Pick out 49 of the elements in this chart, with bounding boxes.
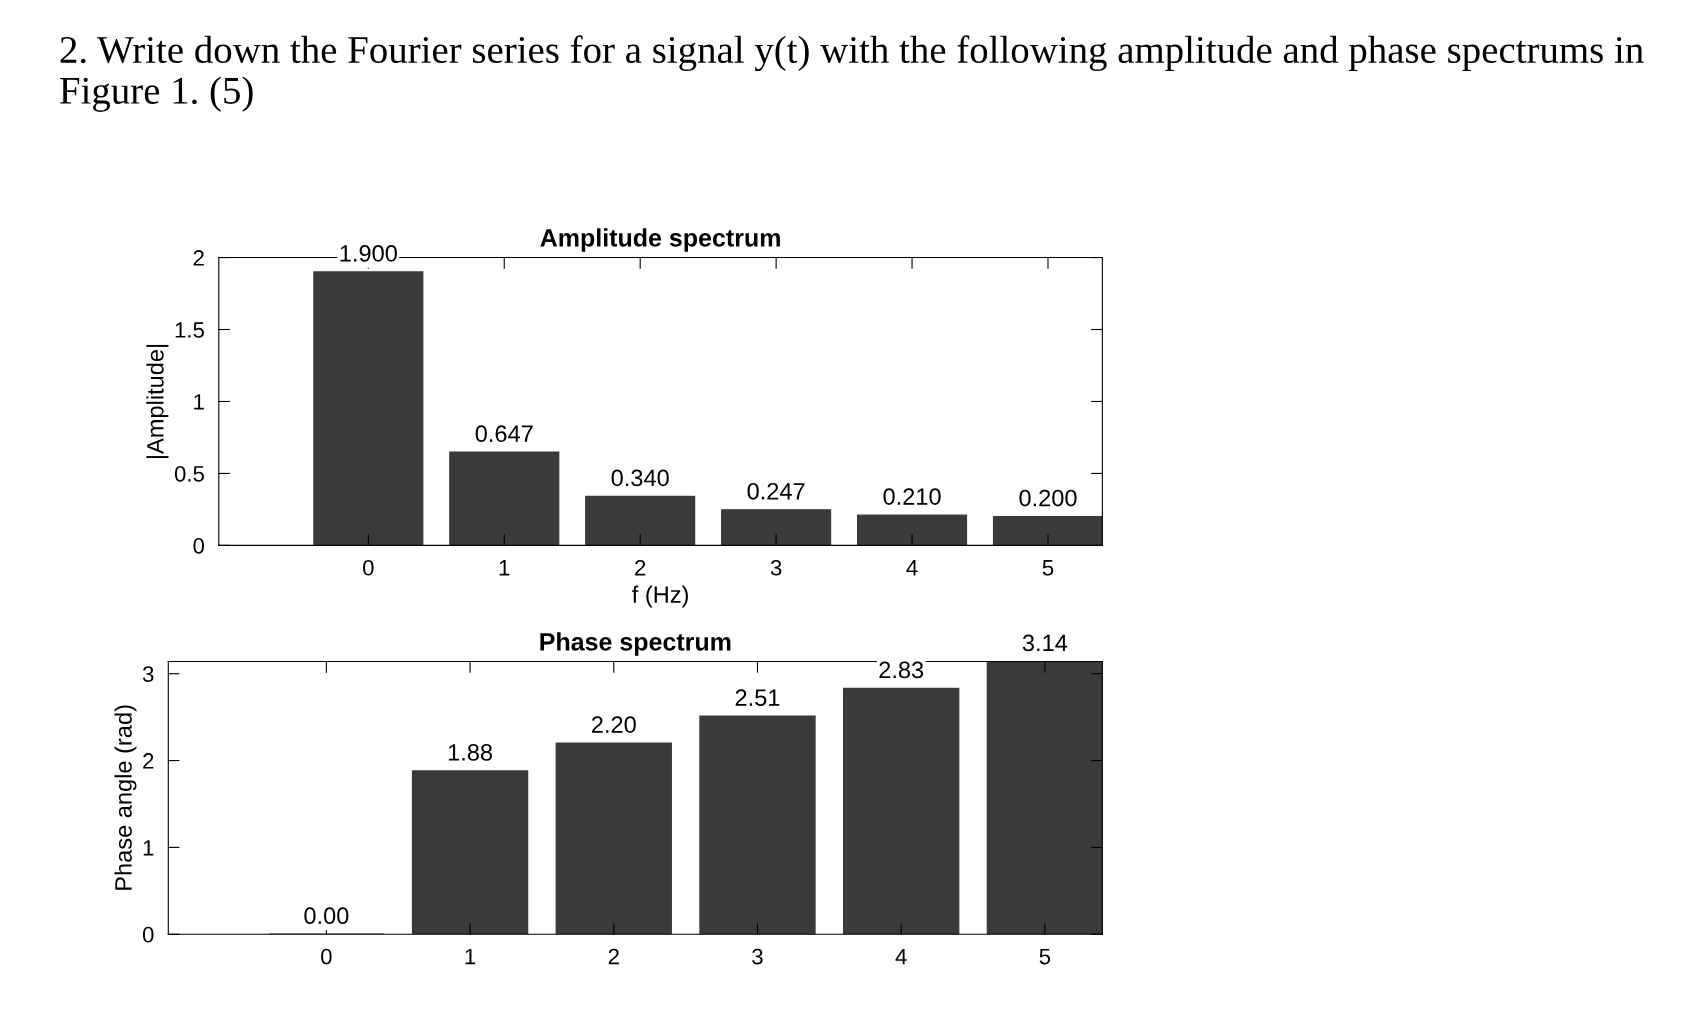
bar — [843, 687, 960, 935]
x-tick-label: 0 — [321, 948, 332, 965]
x-tick-label: 2 — [635, 559, 646, 576]
y-tick-label: 3 — [142, 666, 154, 682]
y-tick-label: 1 — [143, 840, 154, 856]
y-tick-label: 2 — [193, 250, 204, 266]
x-tick-label: 4 — [906, 560, 918, 576]
x-tick-label: 0 — [363, 559, 374, 576]
y-axis-title: |Amplitude| — [146, 344, 169, 458]
data-label: 0.00 — [304, 907, 349, 925]
data-label: 2.51 — [735, 689, 780, 707]
bar — [856, 514, 968, 546]
bar — [411, 770, 529, 935]
data-label: 2.20 — [591, 716, 636, 733]
text: 2. Write down the Fourier series for a signal y(t) with the following amplitude and phase spectrums in Figure 1. (5) — [60, 35, 1644, 112]
x-tick-label: 5 — [1039, 948, 1051, 965]
y-tick-label: 0.5 — [174, 465, 204, 482]
bar — [555, 742, 672, 935]
data-label: 0.340 — [611, 469, 669, 487]
data-label: 0.210 — [883, 488, 941, 505]
chart-title: Amplitude spectrum — [540, 228, 780, 252]
bar — [992, 515, 1103, 546]
bar — [585, 495, 696, 546]
data-label: 0.247 — [747, 482, 805, 500]
data-label: 3.14 — [1022, 634, 1068, 652]
x-tick-label: 2 — [608, 948, 619, 965]
bar — [449, 451, 560, 546]
y-tick-label: 1 — [194, 394, 204, 410]
data-label: 0.200 — [1019, 489, 1077, 507]
chart-title: Phase spectrum — [540, 632, 731, 656]
y-tick-label: 2 — [143, 753, 154, 769]
data-label: 0.647 — [475, 425, 533, 443]
y-tick-label: 0 — [142, 926, 154, 943]
x-tick-label: 3 — [752, 948, 763, 965]
x-tick-label: 5 — [1042, 560, 1054, 576]
x-tick-label: 3 — [770, 559, 782, 576]
bar — [721, 509, 832, 546]
x-axis-title: f (Hz) — [632, 585, 688, 608]
x-tick-label: 1 — [465, 948, 476, 965]
bar — [313, 271, 424, 546]
y-axis-title: Phase angle (rad) — [114, 705, 137, 890]
bar — [699, 715, 816, 935]
x-tick-label: 1 — [499, 560, 510, 576]
data-label: 1.88 — [448, 744, 493, 761]
data-label: 1.900 — [340, 245, 397, 262]
y-tick-label: 1.5 — [175, 322, 204, 338]
data-label: 2.83 — [879, 661, 924, 679]
x-tick-label: 4 — [895, 948, 907, 965]
y-tick-label: 0 — [193, 537, 205, 554]
